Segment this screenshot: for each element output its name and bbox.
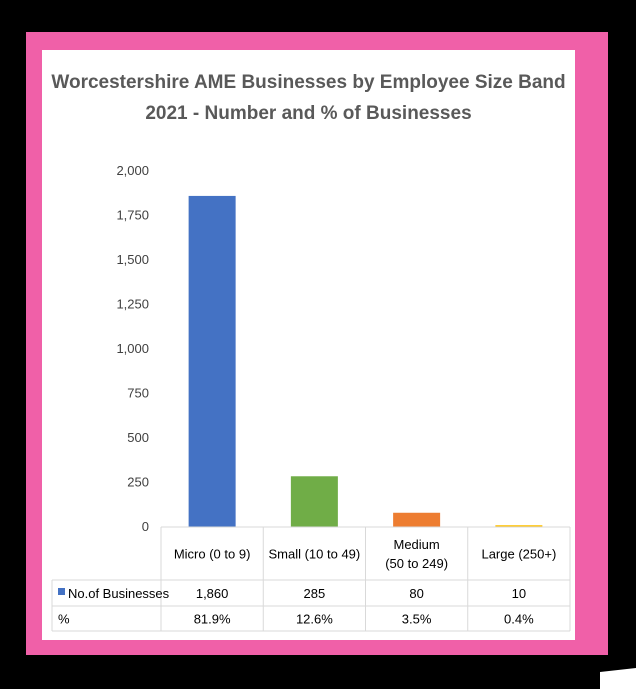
data-label: 12.6% [296,612,333,627]
x-category-label: Small (10 to 49) [268,547,360,562]
x-category-label: Micro (0 to 9) [174,547,251,562]
y-tick-label: 1,500 [116,252,149,267]
bar-2 [393,512,441,527]
data-label: 1,860 [196,586,229,601]
chart-title-line-2: 2021 - Number and % of Businesses [145,103,472,124]
legend-key-0 [58,588,65,595]
bar-1 [290,476,338,527]
chart-plot: 0 250 500 750 1,000 1,250 1,500 1,750 2,000 Micro… [51,163,571,632]
bar-3 [495,525,543,527]
table-row-label: No.of Businesses [68,586,170,601]
y-tick-label: 2,000 [116,163,149,178]
y-tick-label: 750 [127,386,149,401]
data-label: 10 [512,586,526,601]
data-label: 3.5% [402,612,432,627]
y-tick-label: 250 [127,475,149,490]
data-label: 0.4% [504,612,534,627]
bar-0 [188,195,236,528]
data-label: 81.9% [194,612,231,627]
y-tick-label: 1,000 [116,341,149,356]
chart-card: Worcestershire AME Businesses by Employe… [42,50,575,640]
y-tick-label: 1,750 [116,208,149,223]
chart-title-line-1: Worcestershire AME Businesses by Employe… [51,72,566,93]
data-label: 80 [409,586,423,601]
y-tick-label: 1,250 [116,297,149,312]
table-row-label: % [58,612,70,627]
data-label: 285 [304,586,326,601]
x-category-label: Medium [394,537,440,552]
x-category-label: (50 to 249) [385,556,448,571]
x-category-label: Large (250+) [481,547,556,562]
y-tick-label: 0 [142,519,149,534]
y-tick-label: 500 [127,430,149,445]
